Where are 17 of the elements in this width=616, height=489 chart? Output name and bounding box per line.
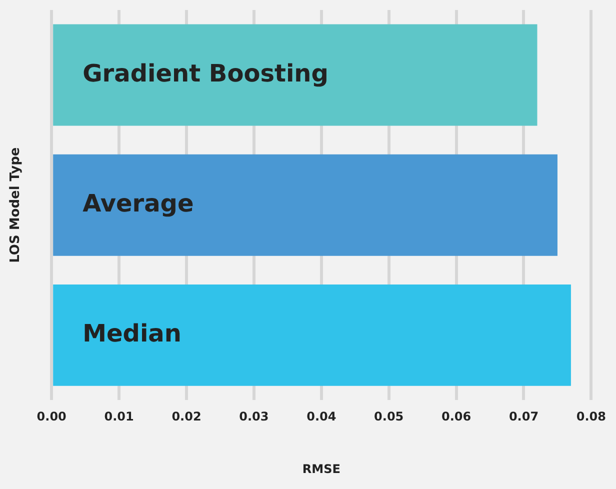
bar [53,284,571,386]
y-tick-label: Median [82,319,182,348]
x-tick-label: 0.03 [239,410,269,424]
x-axis-title: RMSE [302,462,340,476]
x-tick-label: 0.05 [374,410,404,424]
x-tick-label: 0.00 [36,410,66,424]
x-tick-label: 0.04 [306,410,336,424]
x-tick-label: 0.01 [104,410,134,424]
bar [53,24,538,126]
bar [53,154,558,256]
x-tick-label: 0.07 [508,410,539,424]
x-tick-label: 0.08 [576,410,606,424]
x-tick-label: 0.02 [172,410,202,424]
y-tick-label: Average [82,189,194,218]
y-axis-title: LOS Model Type [8,147,24,263]
y-tick-label: Gradient Boosting [82,59,328,88]
x-tick-label: 0.06 [441,410,472,424]
